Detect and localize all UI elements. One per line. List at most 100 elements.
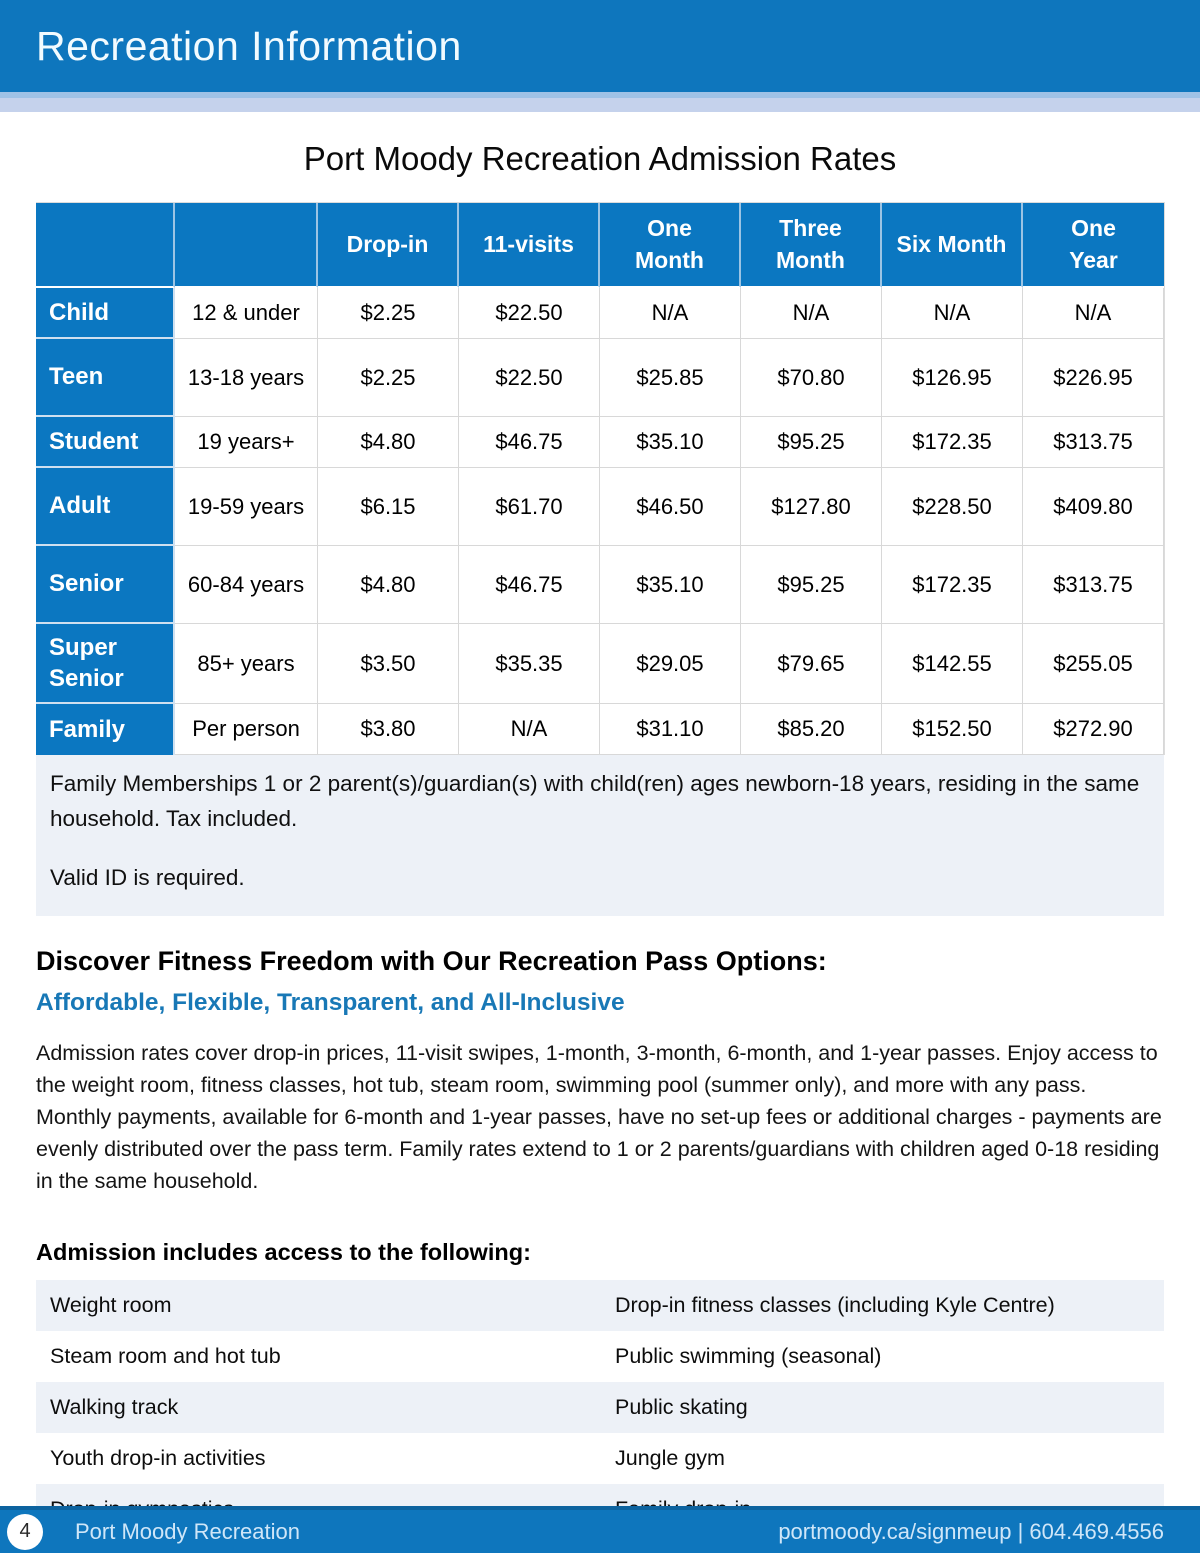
table-row-adult: Adult 19-59 years $6.15 $61.70 $46.50 $1… xyxy=(36,468,1164,546)
access-item: Public swimming (seasonal) xyxy=(615,1343,882,1368)
table-row-senior: Senior 60-84 years $4.80 $46.75 $35.10 $… xyxy=(36,546,1164,624)
row-age: 85+ years xyxy=(175,624,318,704)
header-cell-three-month: Three Month xyxy=(741,203,882,288)
rate-cell: $46.75 xyxy=(459,546,600,624)
admission-rates-table: Drop-in 11-visits One Month Three Month … xyxy=(36,202,1165,755)
rates-title: Port Moody Recreation Admission Rates xyxy=(303,140,897,177)
rate-cell: $4.80 xyxy=(318,546,459,624)
footnote-family-memberships: Family Memberships 1 or 2 parent(s)/guar… xyxy=(50,771,1140,831)
rate-cell: $272.90 xyxy=(1023,704,1164,755)
rate-cell: $172.35 xyxy=(882,417,1023,468)
rate-cell: $2.25 xyxy=(318,339,459,417)
header-cell-dropin: Drop-in xyxy=(318,203,459,288)
access-list: Weight room Drop-in fitness classes (inc… xyxy=(36,1279,1164,1535)
page-footer: 4 Port Moody Recreation portmoody.ca/sig… xyxy=(0,1506,1200,1553)
rate-cell: $152.50 xyxy=(882,704,1023,755)
rate-cell: $29.05 xyxy=(600,624,741,704)
table-row-family: Family Per person $3.80 N/A $31.10 $85.2… xyxy=(36,704,1164,755)
access-section-heading: Admission includes access to the followi… xyxy=(36,1238,531,1265)
rate-cell: $142.55 xyxy=(882,624,1023,704)
row-age: 12 & under xyxy=(175,288,318,339)
fitness-section-heading: Discover Fitness Freedom with Our Recrea… xyxy=(36,945,827,976)
rate-cell: $3.80 xyxy=(318,704,459,755)
fitness-section-paragraph: Admission rates cover drop-in prices, 11… xyxy=(36,1040,1162,1193)
access-item: Walking track xyxy=(50,1394,179,1419)
table-row-child: Child 12 & under $2.25 $22.50 N/A N/A N/… xyxy=(36,288,1164,339)
rate-cell: $35.10 xyxy=(600,546,741,624)
rate-cell: $409.80 xyxy=(1023,468,1164,546)
rate-cell: $313.75 xyxy=(1023,417,1164,468)
rate-cell: $313.75 xyxy=(1023,546,1164,624)
rate-cell: $172.35 xyxy=(882,546,1023,624)
rate-cell: $35.10 xyxy=(600,417,741,468)
table-row-super-senior: Super Senior 85+ years $3.50 $35.35 $29.… xyxy=(36,624,1164,704)
access-list-row: Weight room Drop-in fitness classes (inc… xyxy=(36,1279,1164,1331)
rate-cell: $6.15 xyxy=(318,468,459,546)
footer-brand-text: Port Moody Recreation xyxy=(75,1518,300,1544)
footer-contact-text: portmoody.ca/signmeup | 604.469.4556 xyxy=(778,1518,1164,1544)
row-category: Child xyxy=(36,288,175,339)
row-category: Senior xyxy=(36,546,175,624)
access-item: Jungle gym xyxy=(615,1445,725,1470)
rate-cell: $127.80 xyxy=(741,468,882,546)
rate-cell: $22.50 xyxy=(459,288,600,339)
access-list-row: Youth drop-in activities Jungle gym xyxy=(36,1433,1164,1484)
rate-cell: $46.75 xyxy=(459,417,600,468)
rate-cell: $35.35 xyxy=(459,624,600,704)
rate-cell: $46.50 xyxy=(600,468,741,546)
table-row-student: Student 19 years+ $4.80 $46.75 $35.10 $9… xyxy=(36,417,1164,468)
access-item: Public skating xyxy=(615,1394,748,1419)
rate-cell: $31.10 xyxy=(600,704,741,755)
rate-cell: $79.65 xyxy=(741,624,882,704)
page-number-badge: 4 xyxy=(7,1513,43,1550)
rate-cell: $126.95 xyxy=(882,339,1023,417)
rate-cell: $22.50 xyxy=(459,339,600,417)
header-cell-one-month: One Month xyxy=(600,203,741,288)
banner-accent-stripe xyxy=(0,92,1200,112)
rate-cell: N/A xyxy=(741,288,882,339)
access-item: Drop-in fitness classes (including Kyle … xyxy=(615,1292,1055,1317)
header-cell-blank-2 xyxy=(175,203,318,288)
header-cell-six-month: Six Month xyxy=(882,203,1023,288)
rate-cell: $255.05 xyxy=(1023,624,1164,704)
rate-cell: $85.20 xyxy=(741,704,882,755)
rate-cell: N/A xyxy=(1023,288,1164,339)
access-list-row: Walking track Public skating xyxy=(36,1381,1164,1433)
rate-cell: $226.95 xyxy=(1023,339,1164,417)
row-age: 19-59 years xyxy=(175,468,318,546)
row-category: Teen xyxy=(36,339,175,417)
row-age: 60-84 years xyxy=(175,546,318,624)
rate-cell: $25.85 xyxy=(600,339,741,417)
row-age: Per person xyxy=(175,704,318,755)
row-age: 13-18 years xyxy=(175,339,318,417)
top-banner: Recreation Information xyxy=(0,0,1200,92)
access-item: Youth drop-in activities xyxy=(50,1445,266,1470)
header-cell-blank-1 xyxy=(36,203,175,288)
rate-cell: $228.50 xyxy=(882,468,1023,546)
table-row-teen: Teen 13-18 years $2.25 $22.50 $25.85 $70… xyxy=(36,339,1164,417)
access-item: Weight room xyxy=(50,1292,172,1317)
row-category: Super Senior xyxy=(36,624,175,704)
footnote-valid-id: Valid ID is required. xyxy=(50,864,245,890)
row-category: Student xyxy=(36,417,175,468)
access-item: Steam room and hot tub xyxy=(50,1343,281,1368)
header-cell-one-year: One Year xyxy=(1023,203,1164,288)
rate-cell: $61.70 xyxy=(459,468,600,546)
header-cell-11visits: 11-visits xyxy=(459,203,600,288)
access-list-row: Steam room and hot tub Public swimming (… xyxy=(36,1331,1164,1382)
table-footnotes: Family Memberships 1 or 2 parent(s)/guar… xyxy=(36,755,1164,916)
rate-cell: $95.25 xyxy=(741,417,882,468)
fitness-section-subheading: Affordable, Flexible, Transparent, and A… xyxy=(36,988,625,1016)
row-category: Adult xyxy=(36,468,175,546)
row-age: 19 years+ xyxy=(175,417,318,468)
rate-cell: N/A xyxy=(600,288,741,339)
row-category: Family xyxy=(36,704,175,755)
rate-cell: $95.25 xyxy=(741,546,882,624)
rate-cell: $4.80 xyxy=(318,417,459,468)
table-header-row: Drop-in 11-visits One Month Three Month … xyxy=(36,203,1164,288)
page-content: Port Moody Recreation Admission Rates Dr… xyxy=(0,140,1200,1535)
rate-cell: N/A xyxy=(882,288,1023,339)
banner-title: Recreation Information xyxy=(36,22,462,69)
rate-cell: N/A xyxy=(459,704,600,755)
